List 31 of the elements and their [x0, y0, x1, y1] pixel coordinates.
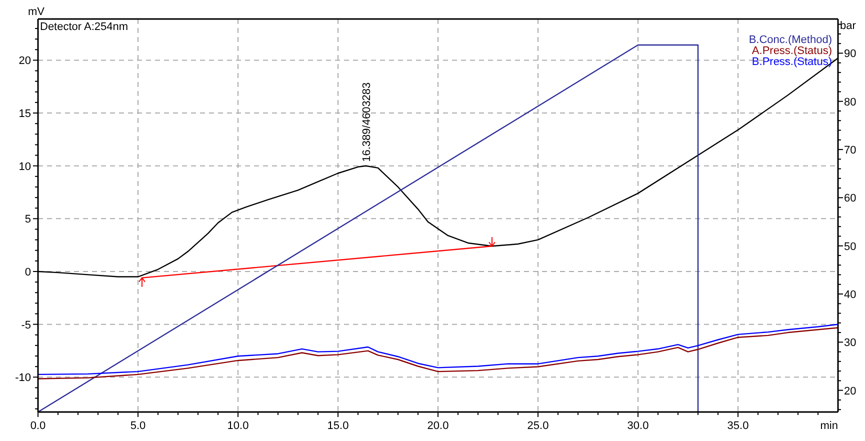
text: B.Press.(Status): [752, 56, 832, 68]
annotation: 16.389/4603283: [360, 82, 373, 162]
y2-tick-label: 20: [844, 385, 856, 398]
y-tick-label: 15: [18, 108, 31, 120]
y2-tick-label: 30: [844, 337, 856, 350]
y2-tick-label: 40: [844, 289, 856, 302]
y2-tick-label: 60: [844, 192, 856, 205]
x-axis-title: min: [820, 420, 838, 432]
x-tick-label: 35.0: [727, 420, 749, 432]
x-tick-label: 25.0: [527, 420, 549, 432]
y2-tick-label: 50: [844, 240, 856, 253]
text: Detector A:254nm: [40, 21, 128, 33]
text: A.Press.(Status): [752, 45, 832, 57]
y2-tick-label: 70: [844, 144, 856, 157]
y-tick-label: 20: [18, 55, 31, 68]
x-tick-label: 10.0: [227, 420, 249, 432]
x-tick-label: 30.0: [627, 420, 649, 432]
x-tick-label: 0.0: [30, 420, 46, 432]
y-tick-label: -5: [21, 319, 31, 332]
y2-tick-label: 80: [844, 96, 856, 108]
text: B.Conc.(Method): [748, 34, 832, 46]
y-tick-label: 5: [24, 214, 31, 226]
y2-tick-label: 90: [844, 48, 856, 60]
y-axis-title: mV: [28, 6, 46, 18]
x-tick-label: 5.0: [130, 420, 146, 432]
y-tick-label: 0: [24, 266, 31, 278]
y-tick-label: 10: [18, 160, 31, 173]
x-tick-label: 15.0: [327, 420, 349, 432]
y-tick-label: -10: [15, 372, 31, 384]
y2-axis-title: bar: [840, 20, 856, 32]
x-tick-label: 20.0: [427, 420, 449, 432]
